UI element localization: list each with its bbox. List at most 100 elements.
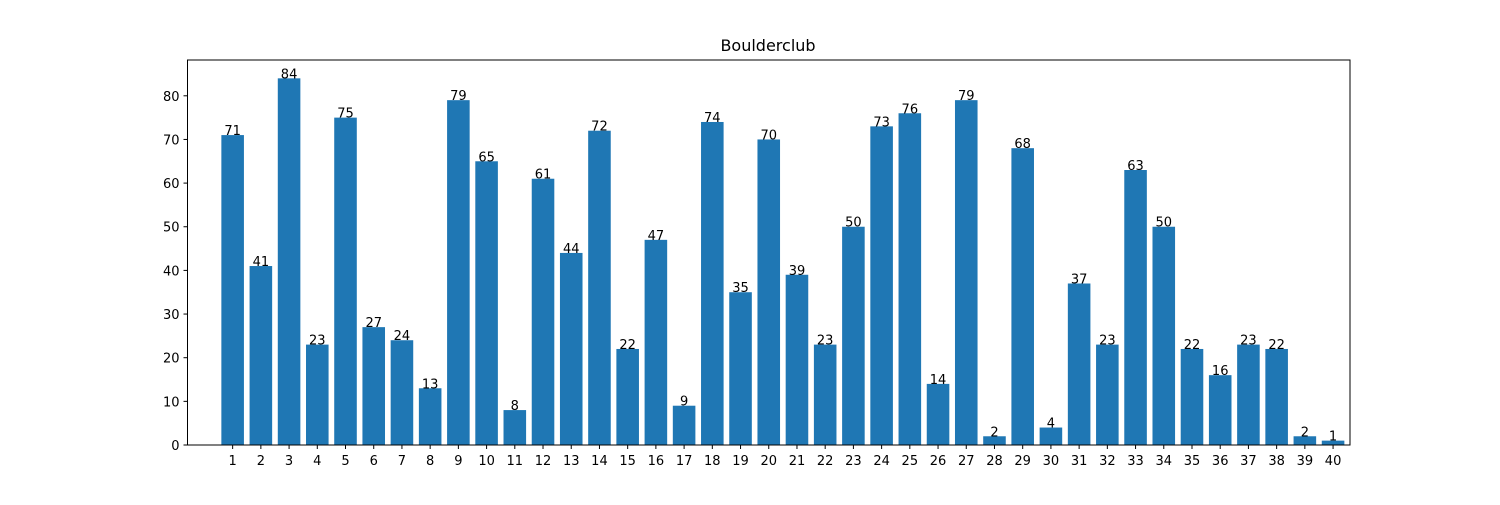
- data-label: 27: [365, 316, 382, 331]
- bar: [1265, 348, 1288, 445]
- bar: [954, 100, 978, 446]
- data-label: 8: [511, 399, 519, 414]
- data-label: 79: [450, 89, 467, 104]
- x-tick-label: 21: [789, 454, 806, 469]
- x-tick-label: 22: [817, 454, 834, 469]
- bar: [1096, 344, 1119, 445]
- data-label: 50: [1156, 216, 1173, 231]
- bar: [870, 126, 893, 445]
- data-label: 24: [394, 329, 411, 344]
- bar: [926, 383, 950, 445]
- bar: [588, 130, 611, 445]
- x-tick-label: 18: [704, 454, 721, 469]
- x-tick-label: 24: [873, 454, 890, 469]
- bar: [757, 139, 781, 445]
- x-tick-label: 25: [902, 454, 919, 469]
- x-tick-label: 37: [1240, 454, 1257, 469]
- data-label: 22: [1268, 338, 1285, 353]
- chart-title: Boulderclub: [720, 36, 815, 55]
- data-label: 22: [1184, 338, 1201, 353]
- x-tick-label: 17: [676, 454, 693, 469]
- data-label: 39: [789, 264, 806, 279]
- y-tick-label: 0: [171, 439, 179, 454]
- x-tick-label: 14: [591, 454, 608, 469]
- x-tick-label: 30: [1043, 454, 1060, 469]
- data-label: 68: [1014, 137, 1031, 152]
- x-tick-label: 3: [285, 454, 293, 469]
- bar: [447, 100, 470, 446]
- x-tick-label: 39: [1297, 454, 1314, 469]
- bar: [616, 348, 639, 445]
- bar: [362, 327, 386, 445]
- data-label: 44: [563, 242, 580, 257]
- data-label: 47: [648, 229, 665, 244]
- bar: [306, 344, 329, 445]
- x-tick-label: 23: [845, 454, 862, 469]
- data-label: 13: [422, 377, 439, 392]
- x-tick-label: 1: [229, 454, 237, 469]
- data-label: 35: [732, 281, 749, 296]
- bar: [672, 405, 696, 445]
- x-tick-label: 28: [986, 454, 1003, 469]
- bar: [842, 226, 865, 445]
- bar: [983, 436, 1006, 445]
- y-tick-label: 40: [163, 264, 180, 279]
- bar: [1011, 148, 1034, 445]
- data-label: 84: [281, 67, 298, 82]
- bar: [1208, 375, 1232, 445]
- bar: [1180, 348, 1204, 445]
- x-tick-label: 20: [760, 454, 777, 469]
- x-tick-label: 2: [257, 454, 265, 469]
- x-tick-label: 33: [1127, 454, 1144, 469]
- y-tick-label: 70: [163, 133, 180, 148]
- y-tick-label: 30: [163, 308, 180, 323]
- bar: [531, 178, 555, 445]
- x-tick-label: 40: [1325, 454, 1342, 469]
- bar: [221, 135, 244, 446]
- bar: [1237, 344, 1260, 445]
- data-label: 74: [704, 111, 721, 126]
- bar: [390, 340, 414, 445]
- bar: [701, 121, 724, 445]
- bars-group: [221, 78, 1345, 446]
- x-axis: 1 2 3 4 5 6 7 8 9 10 11 12 13 14 15 16 17 18 19 20 21 22 23 24 2…: [229, 445, 1342, 469]
- x-tick-label: 35: [1184, 454, 1201, 469]
- x-tick-label: 38: [1268, 454, 1285, 469]
- x-tick-label: 4: [313, 454, 321, 469]
- data-label: 1: [1329, 430, 1337, 445]
- y-tick-label: 60: [163, 177, 180, 192]
- bar: [644, 239, 668, 445]
- data-label: 72: [591, 120, 608, 135]
- x-tick-label: 10: [478, 454, 495, 469]
- bar: [1293, 436, 1317, 445]
- x-tick-label: 27: [958, 454, 975, 469]
- data-label: 61: [535, 168, 552, 183]
- x-tick-label: 29: [1014, 454, 1031, 469]
- data-label: 65: [478, 150, 495, 165]
- bar: [1039, 427, 1063, 445]
- x-tick-label: 15: [619, 454, 636, 469]
- x-tick-label: 16: [648, 454, 665, 469]
- data-label: 70: [760, 128, 777, 143]
- data-label: 4: [1047, 417, 1055, 432]
- x-tick-label: 5: [341, 454, 349, 469]
- y-tick-label: 80: [163, 90, 180, 105]
- data-label: 23: [309, 334, 326, 349]
- data-label: 73: [873, 115, 890, 130]
- bar: [1124, 170, 1147, 445]
- data-label: 76: [902, 102, 919, 117]
- data-label: 37: [1071, 272, 1088, 287]
- x-tick-label: 8: [426, 454, 434, 469]
- data-label: 14: [930, 373, 947, 388]
- x-tick-label: 36: [1212, 454, 1229, 469]
- bar: [475, 161, 498, 445]
- data-label: 79: [958, 89, 975, 104]
- plot-frame: [187, 59, 1351, 446]
- x-tick-label: 26: [930, 454, 947, 469]
- bar: [813, 344, 837, 445]
- data-label: 41: [253, 255, 270, 270]
- data-label: 63: [1127, 159, 1144, 174]
- x-tick-label: 34: [1156, 454, 1173, 469]
- x-tick-label: 6: [370, 454, 378, 469]
